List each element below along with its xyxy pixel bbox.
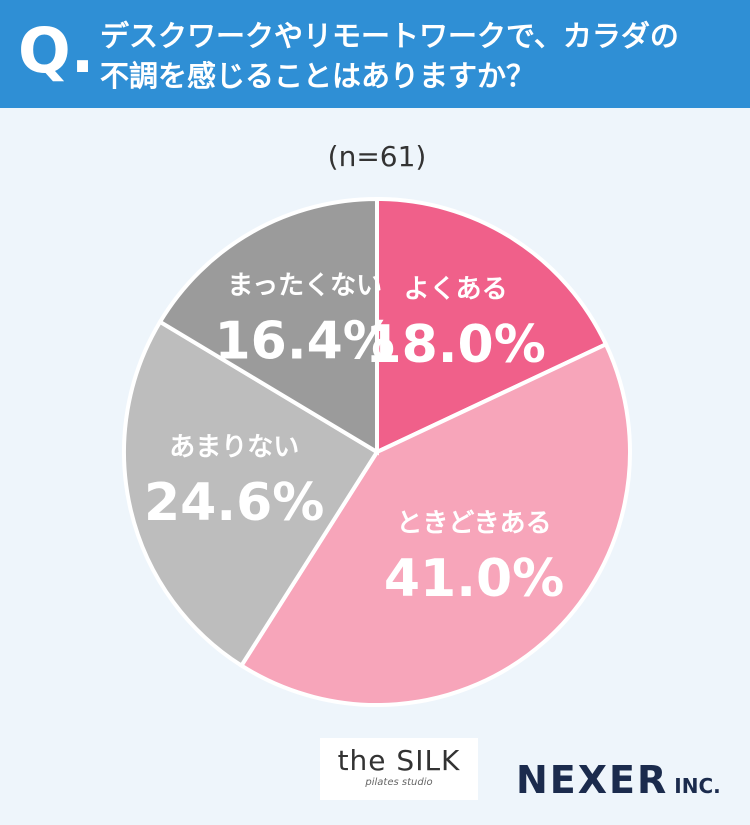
pie-slice bbox=[122, 319, 380, 669]
pie-slice bbox=[157, 196, 379, 456]
subtitle: (n=61) bbox=[328, 140, 427, 173]
company-logo: NEXER INC. bbox=[516, 758, 721, 802]
value-label: 16.4% bbox=[214, 311, 394, 371]
brand-logo: the SILK pilates studio bbox=[320, 738, 478, 800]
brand-name: the SILK bbox=[337, 744, 461, 777]
question: デスクワークやリモートワークで、カラダの不調を感じることはありますか？ bbox=[100, 19, 679, 93]
slice-label: まったくない bbox=[227, 271, 382, 301]
slice-label: よくある bbox=[404, 275, 508, 305]
value-label: 18.0% bbox=[365, 315, 545, 375]
pie-slice bbox=[238, 341, 632, 707]
company-name: NEXER bbox=[516, 758, 669, 802]
slice-label: あまりない bbox=[169, 432, 299, 462]
slice-label: ときどきある bbox=[396, 509, 551, 539]
value-label: 24.6% bbox=[144, 473, 324, 533]
q-mark: Q. bbox=[18, 14, 95, 87]
company-suffix: INC. bbox=[674, 774, 721, 798]
value-label: 41.0% bbox=[384, 549, 564, 609]
chart: (n=61) よくある 18.0% ときどきある 41.0% あまりない 24.6% まった… bbox=[122, 140, 632, 707]
pie-slice bbox=[375, 196, 609, 456]
brand-sub: pilates studio bbox=[365, 777, 433, 788]
header: Q. デスクワークやリモートワークで、カラダの不調を感じることはありますか？ bbox=[0, 0, 750, 108]
